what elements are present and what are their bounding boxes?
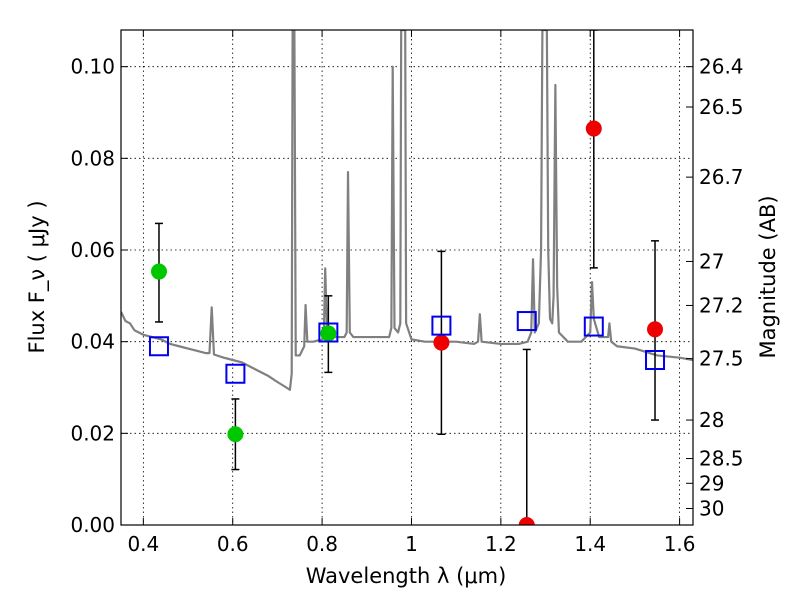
right-tick-label: 30 <box>699 497 724 521</box>
model-square <box>516 311 537 332</box>
y-tick-label: 0.04 <box>70 330 115 354</box>
y-tick-label: 0.02 <box>70 421 115 445</box>
data-point <box>320 325 337 342</box>
right-tick-label: 26.4 <box>699 55 744 79</box>
x-axis-label: Wavelength λ (μm) <box>306 564 507 588</box>
y-tick-label: 0.08 <box>70 146 115 170</box>
model-square <box>583 316 604 337</box>
ticks-layer: 0.4 0.6 0.8 1 1.2 1.4 1.6 0.00 0.02 0.04 0.06 0.08 0… <box>70 30 744 556</box>
data-point <box>518 517 535 525</box>
x-tick-label: 1.2 <box>485 532 517 556</box>
model-square <box>318 322 339 343</box>
data-point <box>585 120 602 137</box>
y-tick-label: 0.06 <box>70 238 115 262</box>
spectrum-line <box>121 30 693 391</box>
right-tick-label: 27.5 <box>699 347 744 371</box>
model-square <box>148 336 169 357</box>
data-point <box>227 426 244 443</box>
right-tick-label: 29 <box>699 471 724 495</box>
right-tick-label: 28.5 <box>699 447 744 471</box>
right-tick-label: 26.7 <box>699 165 744 189</box>
y-right-axis-label: Magnitude (AB) <box>756 195 780 358</box>
x-tick-label: 1.4 <box>574 532 606 556</box>
right-tick-label: 27.2 <box>699 293 744 317</box>
data-point <box>150 263 167 280</box>
y-tick-label: 0.10 <box>70 55 115 79</box>
right-tick-label: 27 <box>699 249 724 273</box>
x-tick-label: 1 <box>405 532 418 556</box>
plot-frame <box>120 29 694 526</box>
model-square <box>645 350 666 370</box>
model-square <box>225 363 246 384</box>
data-point <box>433 334 450 351</box>
right-tick-label: 26.5 <box>699 95 744 119</box>
y-axis-label: Flux F_ν ( μJy ) <box>25 200 50 353</box>
x-tick-label: 0.6 <box>217 532 249 556</box>
y-tick-label: 0.00 <box>70 513 115 537</box>
x-tick-label: 0.8 <box>306 532 338 556</box>
data-point <box>647 321 664 338</box>
x-tick-label: 1.6 <box>664 532 696 556</box>
points-layer <box>148 30 666 525</box>
x-tick-label: 0.4 <box>127 532 159 556</box>
spectrum-layer <box>121 30 693 391</box>
right-tick-label: 28 <box>699 408 724 432</box>
model-square <box>431 315 452 336</box>
